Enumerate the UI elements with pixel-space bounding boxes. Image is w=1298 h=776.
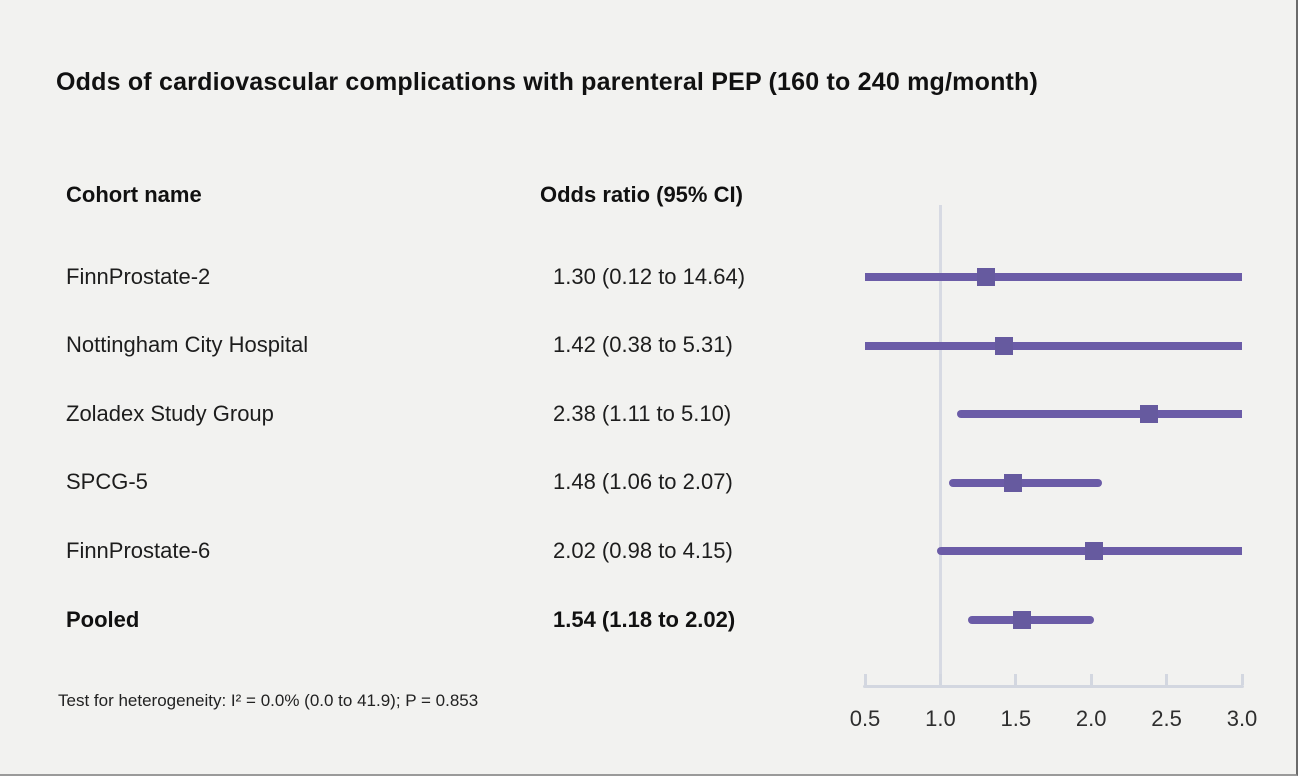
column-header-odds-ratio: Odds ratio (95% CI) — [540, 182, 743, 207]
confidence-interval-line — [967, 616, 1095, 624]
axis-tick — [1014, 674, 1018, 685]
column-header-cohort: Cohort name — [66, 182, 202, 207]
confidence-interval-line — [865, 341, 1242, 350]
cohort-name: SPCG-5 — [66, 469, 148, 494]
odds-ratio-value: 1.48 (1.06 to 2.07) — [553, 469, 733, 494]
odds-ratio-marker — [976, 268, 995, 286]
axis-tick — [863, 674, 867, 685]
axis-tick-label: 1.5 — [1000, 706, 1032, 731]
confidence-interval-line — [937, 547, 1242, 556]
confidence-interval-line — [956, 410, 1242, 419]
axis-tick — [1240, 674, 1244, 685]
cohort-name: FinnProstate-2 — [66, 264, 211, 289]
reference-line — [938, 205, 942, 687]
odds-ratio-value: 1.30 (0.12 to 14.64) — [553, 264, 746, 289]
confidence-interval-line — [865, 273, 1242, 281]
axis-baseline — [863, 685, 1244, 688]
odds-ratio-marker — [994, 336, 1013, 355]
axis-tick-label: 2.0 — [1075, 706, 1107, 731]
pooled-odds-ratio-marker — [1012, 611, 1031, 629]
odds-ratio-marker — [1003, 473, 1022, 492]
odds-ratio-value: 1.42 (0.38 to 5.31) — [553, 332, 733, 357]
axis-tick — [938, 674, 942, 685]
cohort-name: Pooled — [66, 607, 140, 632]
axis-tick-label: 3.0 — [1226, 706, 1258, 731]
cohort-name: Zoladex Study Group — [66, 401, 274, 426]
cohort-name: FinnProstate-6 — [66, 538, 211, 563]
odds-ratio-value: 1.54 (1.18 to 2.02) — [553, 607, 736, 632]
odds-ratio-value: 2.02 (0.98 to 4.15) — [553, 538, 733, 563]
axis-tick-label: 1.0 — [925, 706, 956, 731]
odds-ratio-marker — [1085, 542, 1104, 561]
axis-tick-label: 2.5 — [1151, 706, 1182, 731]
confidence-interval-line — [949, 478, 1102, 487]
odds-ratio-marker — [1139, 405, 1158, 424]
axis-tick-label: 0.5 — [849, 706, 881, 731]
heterogeneity-note: Test for heterogeneity: I² = 0.0% (0.0 t… — [58, 691, 479, 710]
cohort-name: Nottingham City Hospital — [66, 332, 309, 357]
axis-tick — [1165, 674, 1169, 685]
axis-tick — [1089, 674, 1093, 685]
odds-ratio-value: 2.38 (1.11 to 5.10) — [553, 401, 732, 426]
figure-title: Odds of cardiovascular complications wit… — [56, 68, 1039, 96]
